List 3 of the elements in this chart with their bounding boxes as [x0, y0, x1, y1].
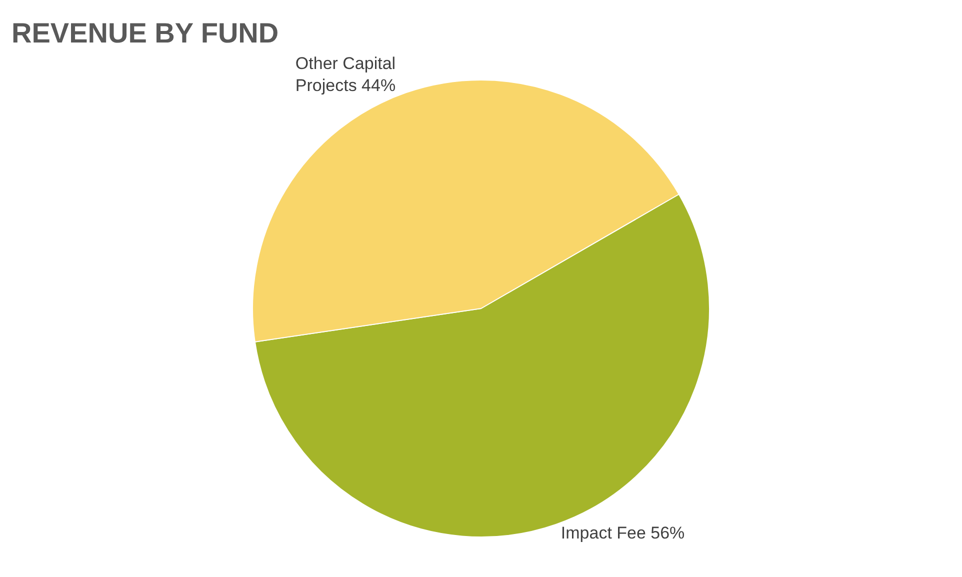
chart-title: REVENUE BY FUND	[12, 18, 279, 49]
slice-label: Other Capital Projects 44%	[295, 54, 396, 95]
slice-label: Impact Fee 56%	[560, 523, 685, 542]
